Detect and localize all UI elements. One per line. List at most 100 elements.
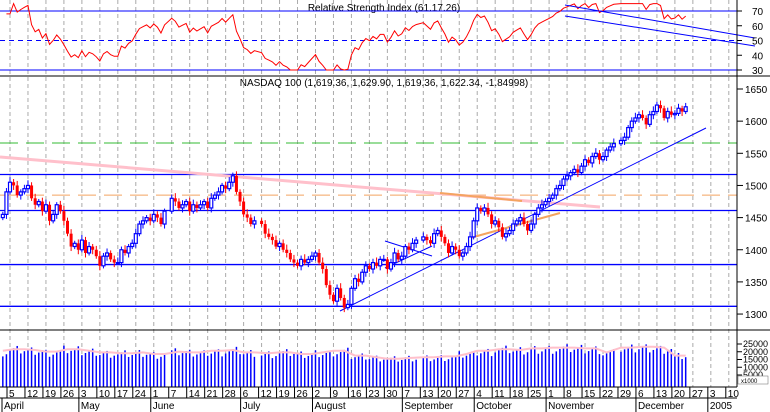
candle-body	[345, 303, 350, 309]
candle-body	[331, 294, 335, 302]
candle-body	[600, 155, 606, 161]
candle-body	[209, 197, 214, 209]
month-label: May	[81, 401, 100, 412]
candle-body	[180, 204, 185, 209]
candle-body	[162, 210, 167, 225]
candle-body	[324, 269, 328, 286]
x-tick-label: 6	[638, 389, 644, 400]
candle-body	[212, 194, 217, 199]
candle-body	[54, 204, 59, 215]
candle-body	[94, 249, 98, 257]
candle-body	[4, 191, 9, 215]
candle-body	[493, 220, 498, 225]
candle-body	[188, 201, 192, 212]
candle-body	[662, 108, 666, 118]
candle-body	[500, 227, 504, 237]
x-axis: 5 12 19 26 3 10 17 24 1 7 14 21 28 6 12 19 26 2 9 16 23 30 7 13…	[0, 387, 739, 412]
candle-body	[590, 155, 595, 164]
candle-body	[490, 214, 494, 225]
candle-body	[475, 207, 480, 222]
candle-body	[238, 191, 242, 202]
x-tick-label: 16	[350, 389, 362, 400]
candle-body	[91, 246, 95, 250]
candle-body	[370, 262, 376, 270]
price-tick-label: 1650	[745, 85, 768, 96]
x-tick-label: 7	[171, 389, 177, 400]
orange-upper-line	[439, 192, 523, 202]
candle-body	[98, 256, 102, 266]
price-panel: 1650 1600 1550 1500 1450 1400 1350 1300	[0, 85, 768, 321]
candle-body	[151, 213, 156, 222]
x-tick-label: 6	[243, 389, 249, 400]
x-tick-label: 3	[81, 389, 87, 400]
candle-body	[277, 242, 282, 248]
candle-body	[644, 117, 648, 125]
candle-body	[587, 159, 591, 163]
candle-body	[576, 169, 580, 173]
x-tick-label: 8	[566, 389, 572, 400]
candle-body	[672, 112, 677, 116]
candle-body	[328, 285, 332, 295]
candle-body	[309, 255, 315, 260]
x-tick-label: 26	[297, 389, 309, 400]
price-tick-label: 1500	[745, 181, 768, 192]
x-tick-label: 24	[135, 389, 147, 400]
candle-body	[676, 107, 681, 115]
candle-body	[15, 185, 19, 196]
volume-tick-label: 15000	[743, 355, 768, 365]
candle-body	[109, 252, 113, 260]
candle-body	[363, 265, 368, 273]
candle-body	[561, 178, 566, 187]
x-tick-label: 13	[656, 389, 668, 400]
candle-body	[274, 240, 278, 247]
candle-body	[503, 233, 509, 238]
x-tick-label: 1	[548, 389, 554, 400]
candle-body	[339, 288, 343, 298]
candle-body	[303, 259, 307, 263]
candle-body	[518, 217, 523, 222]
rsi-panel: Relative Strength Index (61.17.26) 70 60 5…	[0, 2, 764, 77]
volume-unit: x1000	[741, 379, 758, 385]
candle-body	[629, 120, 634, 129]
candle-body	[126, 245, 131, 254]
candle-body	[568, 171, 573, 177]
candle-body	[349, 287, 354, 306]
candle-body	[669, 111, 673, 115]
candle-body	[249, 217, 253, 225]
candle-body	[536, 207, 541, 215]
x-tick-label: 19	[279, 389, 291, 400]
x-tick-label: 19	[45, 389, 57, 400]
candle-body	[155, 214, 159, 218]
candle-body	[432, 233, 437, 244]
candle-body	[148, 217, 152, 221]
candle-body	[334, 287, 340, 302]
candle-body	[654, 104, 660, 113]
month-label: August	[314, 401, 345, 412]
price-tick-label: 1300	[745, 310, 768, 321]
candle-body	[467, 236, 473, 248]
price-tick-label: 1550	[745, 149, 768, 160]
candle-body	[83, 240, 87, 253]
candle-body	[7, 181, 13, 193]
candle-body	[514, 220, 519, 225]
candle-body	[191, 204, 196, 212]
candle-body	[130, 242, 135, 248]
candle-body	[0, 213, 5, 219]
month-label: November	[548, 401, 595, 412]
rsi-channel-lower	[564, 15, 756, 47]
candle-body	[219, 184, 225, 193]
candle-body	[76, 243, 80, 250]
rsi-tick-label: 50	[752, 37, 764, 48]
x-tick-label: 2	[314, 389, 320, 400]
candle-body	[385, 259, 389, 270]
candle-body	[622, 136, 627, 142]
x-tick-label: 27	[692, 389, 704, 400]
candle-body	[79, 239, 84, 251]
candle-body	[375, 262, 379, 266]
price-tick-label: 1400	[745, 246, 768, 257]
candle-body	[414, 239, 419, 244]
x-tick-label: 28	[225, 389, 237, 400]
candle-body	[482, 207, 487, 212]
